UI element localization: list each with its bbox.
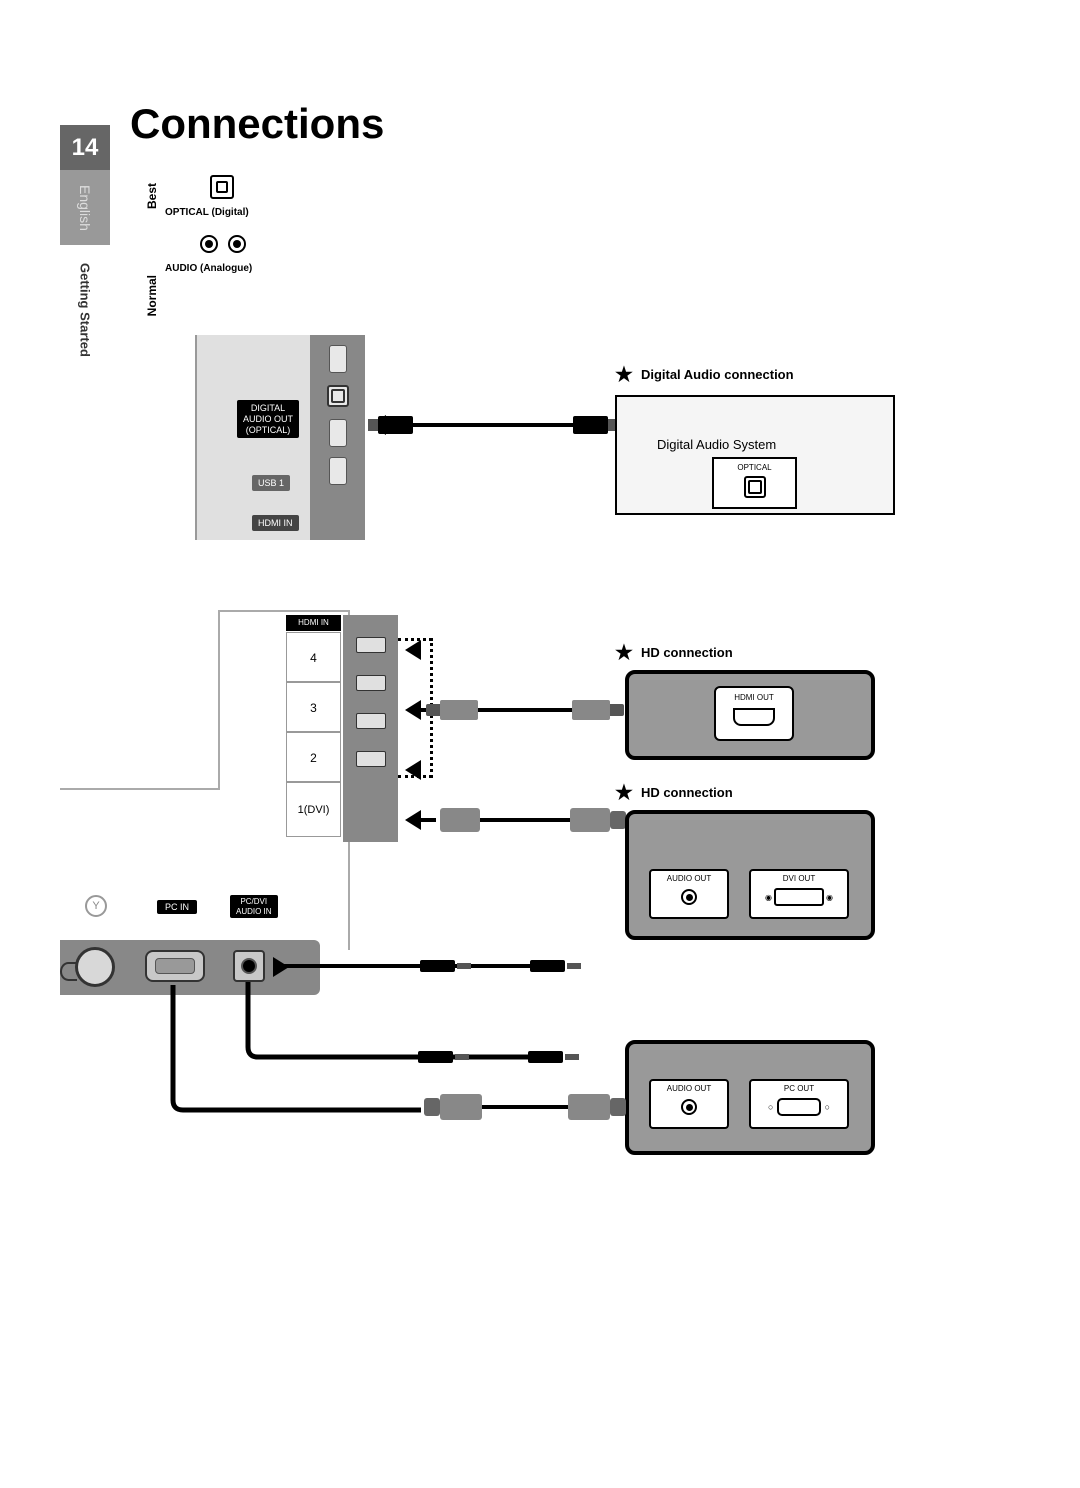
vga-port — [145, 950, 205, 982]
hdmi-slot — [356, 637, 386, 653]
section-tab: Getting Started — [60, 245, 110, 375]
dvi-cable — [440, 808, 610, 832]
hdmi-cable — [440, 700, 610, 720]
hdmi-in-label-small: HDMI IN — [252, 515, 299, 531]
pc-in-label: PC IN — [157, 900, 197, 914]
star-icon: ★ — [615, 362, 633, 387]
pcdvi-audio-label: PC/DVI AUDIO IN — [230, 895, 278, 918]
port-slot — [329, 457, 347, 485]
port-strip-hdmi — [343, 615, 398, 842]
audio-label: AUDIO (Analogue) — [165, 263, 252, 274]
hd-connection-heading-2: ★ HD connection — [615, 780, 733, 805]
audio-out-port: AUDIO OUT — [649, 869, 729, 919]
quality-best-label: Best — [145, 183, 159, 209]
tv-panel-cutout — [60, 610, 220, 790]
arrow-icon — [273, 957, 289, 977]
digital-audio-text: Digital Audio connection — [641, 367, 794, 382]
hdmi-4-label: 4 — [286, 632, 341, 682]
language-tab: English — [60, 170, 110, 245]
optical-label: OPTICAL (Digital) — [165, 207, 249, 218]
dvi-out-port: DVI OUT — [749, 869, 849, 919]
hdmi-slot — [356, 751, 386, 767]
optical-port-label: OPTICAL — [714, 463, 795, 472]
pc-device-box: AUDIO OUT PC OUT — [625, 1040, 875, 1155]
port-slot — [329, 345, 347, 373]
y-component-icon: Y — [85, 895, 107, 917]
audio-jacks-icon — [200, 235, 246, 253]
audio-out-port: AUDIO OUT — [649, 1079, 729, 1129]
hdmi-in-label: HDMI IN — [286, 615, 341, 631]
hdmi-slot — [356, 675, 386, 691]
vga-cable-bent — [173, 985, 633, 1145]
port-slot — [329, 419, 347, 447]
hdmi-2-label: 2 — [286, 732, 341, 782]
audio-out-label: AUDIO OUT — [651, 1084, 727, 1093]
arrow-icon — [405, 640, 421, 660]
quality-scale: Best Normal OPTICAL (Digital) AUDIO (Ana… — [145, 175, 325, 325]
optical-port — [327, 385, 349, 407]
audio-in-port — [233, 950, 265, 982]
hdmi-3-label: 3 — [286, 682, 341, 732]
sidebar: 14 English Getting Started — [60, 125, 110, 345]
digital-audio-heading: ★ Digital Audio connection — [615, 362, 794, 387]
hdmi-out-label: HDMI OUT — [716, 693, 792, 702]
component-port-icon — [75, 947, 115, 987]
pc-out-port: PC OUT — [749, 1079, 849, 1129]
das-optical-port: OPTICAL — [712, 457, 797, 509]
port-strip-optical — [310, 335, 365, 540]
hdmi-device-box: HDMI OUT — [625, 670, 875, 760]
star-icon: ★ — [615, 640, 633, 665]
arrow-icon — [405, 760, 421, 780]
hd-connection-text: HD connection — [641, 785, 733, 800]
hdmi-slot — [356, 713, 386, 729]
digital-audio-out-label: DIGITAL AUDIO OUT (OPTICAL) — [237, 400, 299, 438]
hdmi-1-dvi-label: 1(DVI) — [286, 782, 341, 837]
page-title: Connections — [130, 100, 384, 148]
star-icon: ★ — [615, 780, 633, 805]
vga-cable — [440, 1094, 610, 1120]
dvi-out-label: DVI OUT — [751, 874, 847, 883]
optical-icon — [210, 175, 234, 199]
das-title: Digital Audio System — [657, 437, 776, 452]
optical-cable — [378, 416, 608, 434]
arrow-icon — [405, 810, 436, 830]
audio-out-label: AUDIO OUT — [651, 874, 727, 883]
dvi-device-box: AUDIO OUT DVI OUT — [625, 810, 875, 940]
quality-normal-label: Normal — [145, 275, 159, 316]
hd-connection-text: HD connection — [641, 645, 733, 660]
page-number: 14 — [60, 125, 110, 170]
digital-audio-system-box: Digital Audio System OPTICAL — [615, 395, 895, 515]
pc-out-label: PC OUT — [751, 1084, 847, 1093]
hd-connection-heading-1: ★ HD connection — [615, 640, 733, 665]
hdmi-out-port: HDMI OUT — [714, 686, 794, 741]
usb1-label: USB 1 — [252, 475, 290, 491]
